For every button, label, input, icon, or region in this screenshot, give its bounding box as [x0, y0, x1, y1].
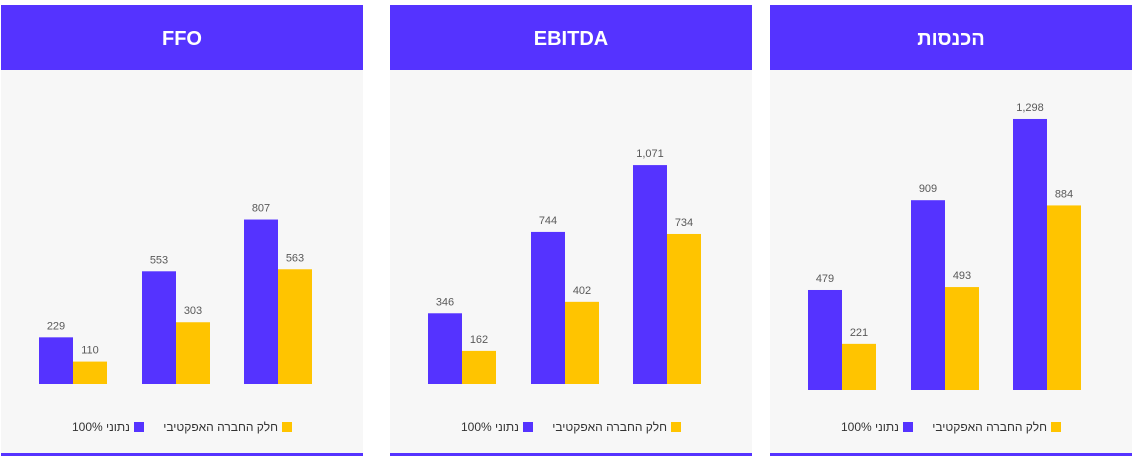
chart-legend: חלק החברה האפקטיבי נתוני 100%	[390, 420, 752, 434]
data-label: 807	[252, 203, 270, 215]
legend-swatch-full	[133, 422, 144, 432]
bar-full-2	[1013, 118, 1047, 390]
data-label: 303	[184, 305, 202, 317]
legend-label-share: חלק החברה האפקטיבי	[932, 420, 1048, 434]
bar-share-2	[1047, 205, 1081, 390]
legend-swatch-share	[1051, 422, 1062, 432]
bar-chart: 22911012 חודשים אחרונים55330320258075632…	[39, 203, 312, 384]
bar-share-0	[462, 350, 496, 384]
legend-label-full: נתוני 100%	[840, 420, 899, 434]
bar-chart: 34616212 חודשים אחרונים74440220251,07173…	[428, 148, 701, 384]
bar-share-2	[667, 233, 701, 384]
legend-label-full: נתוני 100%	[460, 420, 519, 434]
bar-full-1	[142, 271, 176, 384]
data-label: 563	[286, 252, 304, 264]
panel-bottom-line	[1, 453, 363, 456]
bar-share-1	[565, 301, 599, 384]
data-label: 229	[47, 320, 65, 332]
bar-share-0	[842, 343, 876, 390]
chart-panel-ffo: FFO 22911012 חודשים אחרונים5533032025807…	[1, 5, 363, 456]
legend-item-share: חלק החברה האפקטיבי	[932, 420, 1062, 434]
chart-panel-revenue: הכנסות 47922112 חודשים אחרונים9094932025…	[770, 5, 1132, 456]
legend-swatch-share	[671, 422, 682, 432]
bar-full-2	[633, 165, 667, 384]
chart-title: FFO	[1, 5, 363, 70]
legend-label-share: חלק החברה האפקטיבי	[163, 420, 279, 434]
data-label: 884	[1055, 188, 1073, 200]
bar-full-0	[808, 289, 842, 390]
legend-swatch-share	[282, 422, 293, 432]
bar-share-1	[176, 322, 210, 384]
data-label: 744	[539, 215, 557, 227]
data-label: 479	[816, 273, 834, 285]
bar-full-0	[428, 313, 462, 384]
legend-item-share: חלק החברה האפקטיבי	[163, 420, 293, 434]
legend-swatch-full	[902, 422, 913, 432]
legend-swatch-full	[522, 422, 533, 432]
legend-item-full: נתוני 100%	[72, 420, 144, 434]
chart-legend: חלק החברה האפקטיבי נתוני 100%	[770, 420, 1132, 434]
chart-legend: חלק החברה האפקטיבי נתוני 100%	[1, 420, 363, 434]
chart-title: הכנסות	[770, 5, 1132, 70]
legend-item-full: נתוני 100%	[841, 420, 913, 434]
legend-label-share: חלק החברה האפקטיבי	[552, 420, 668, 434]
data-label: 1,071	[636, 148, 664, 160]
data-label: 553	[150, 254, 168, 266]
bar-full-0	[39, 337, 73, 384]
legend-item-share: חלק החברה האפקטיבי	[552, 420, 682, 434]
bar-full-1	[911, 200, 945, 390]
data-label: 493	[953, 270, 971, 282]
bar-full-1	[531, 231, 565, 384]
data-label: 221	[850, 327, 868, 339]
panel-bottom-line	[770, 453, 1132, 456]
bar-share-2	[278, 269, 312, 384]
data-label: 402	[573, 285, 591, 297]
data-label: 909	[919, 183, 937, 195]
legend-item-full: נתוני 100%	[461, 420, 533, 434]
bar-full-2	[244, 219, 278, 384]
legend-label-full: נתוני 100%	[71, 420, 130, 434]
panel-bottom-line	[390, 453, 752, 456]
bar-chart: 47922112 חודשים אחרונים90949320251,29888…	[808, 102, 1081, 390]
chart-title: EBITDA	[390, 5, 752, 70]
data-label: 734	[675, 217, 693, 229]
bar-share-1	[945, 287, 979, 390]
chart-panel-ebitda: EBITDA 34616212 חודשים אחרונים7444022025…	[390, 5, 752, 456]
data-label: 110	[81, 345, 99, 357]
bar-share-0	[73, 361, 107, 384]
data-label: 1,298	[1016, 102, 1044, 114]
data-label: 346	[436, 296, 454, 308]
data-label: 162	[470, 334, 488, 346]
